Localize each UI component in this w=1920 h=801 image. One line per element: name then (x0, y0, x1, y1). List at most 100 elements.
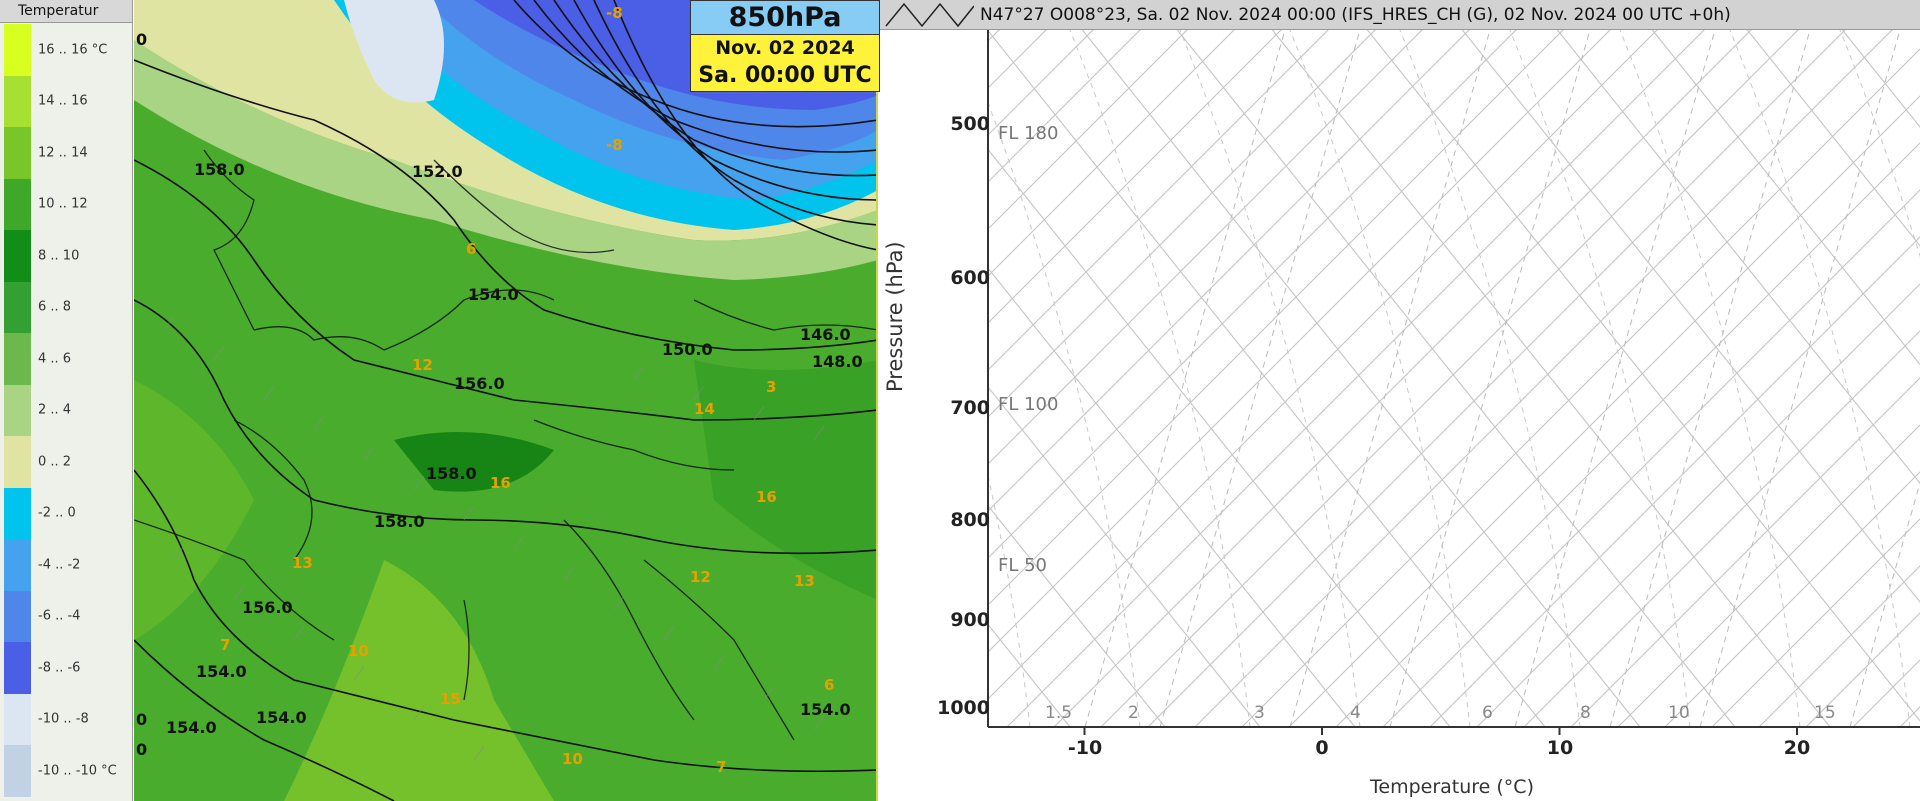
isotherm-line (988, 30, 1611, 653)
sounding-grid (988, 30, 1920, 727)
moist-adiabat-line (1399, 30, 1581, 727)
y-axis-label: Pressure (hPa) (883, 241, 907, 392)
isotherm-line (1382, 189, 1920, 727)
dry-adiabat-line (1366, 30, 1920, 722)
dry-adiabat-line (1176, 30, 1736, 727)
legend-swatch (4, 436, 31, 488)
temperature-label: 10 (562, 750, 583, 768)
isotherm-line (988, 30, 1329, 371)
isotherm-line (1335, 142, 1920, 727)
temperature-label: -8 (606, 136, 623, 154)
mixing-ratio-line (1609, 30, 1811, 727)
isotherm-line (1429, 236, 1920, 727)
legend-item: -10 .. -8 (0, 693, 132, 745)
isohypse-label: 158.0 (194, 160, 245, 179)
legend-label: 8 .. 10 (38, 248, 80, 264)
pressure-tick-label: 500 (950, 113, 990, 135)
temperature-tick-label: 0 (1315, 737, 1329, 759)
isotherm-line (1006, 30, 1705, 727)
legend-swatch (4, 487, 31, 539)
legend-item: -10 .. -10 °C (0, 745, 132, 797)
legend-label: 4 .. 6 (38, 351, 72, 367)
temperature-label: 6 (824, 676, 835, 694)
temperature-legend: Temperatur 16 .. 16 °C 14 .. 16 12 .. 14… (0, 0, 133, 801)
legend-label: -4 .. -2 (38, 557, 81, 573)
legend-label: 0 .. 2 (38, 454, 72, 470)
isotherm-line (1476, 283, 1920, 727)
dry-adiabat-line (1271, 30, 1831, 727)
dry-adiabat-line (1461, 30, 1920, 603)
dry-adiabat-line (1746, 30, 1920, 247)
legend-label: -10 .. -10 °C (38, 763, 117, 779)
legend-item: -6 .. -4 (0, 590, 132, 642)
edge-label: 0 (136, 740, 148, 759)
temperature-tick-label: -10 (1067, 737, 1103, 759)
flight-level-label: FL 180 (998, 123, 1059, 144)
mixing-ratio-label: 10 (1668, 703, 1690, 723)
legend-label: -2 .. 0 (38, 505, 76, 521)
temperature-label: 16 (756, 488, 777, 506)
dry-adiabat-line (1841, 30, 1920, 128)
mixing-ratio-label: 1.5 (1045, 703, 1073, 723)
isotherm-line (988, 30, 1470, 512)
moist-adiabat-line (1619, 30, 1801, 727)
moist-adiabat-line (988, 101, 1141, 727)
dry-adiabat-line (988, 267, 1356, 727)
temperature-map[interactable]: 158.0 152.0 154.0 156.0 150.0 146.0 148.… (134, 0, 878, 801)
legend-label: 2 .. 4 (38, 402, 72, 418)
legend-swatch (4, 745, 31, 797)
mixing-ratio-line (1699, 30, 1901, 727)
temperature-label: 12 (690, 568, 711, 586)
legend-item: -2 .. 0 (0, 487, 132, 539)
mixing-ratio-label: 8 (1580, 703, 1591, 723)
dry-adiabat-line (1556, 30, 1920, 485)
moist-adiabat-line (1069, 30, 1251, 727)
legend-item: 16 .. 16 °C (0, 24, 132, 76)
mixing-ratio-line (1849, 481, 1920, 727)
moist-adiabat-line (1729, 30, 1911, 727)
isotherm-line (1288, 95, 1920, 727)
snow-patch (344, 0, 444, 103)
temperature-label: 6 (466, 240, 477, 258)
sounding-header: N47°27 O008°23, Sa. 02 Nov. 2024 00:00 (… (880, 0, 1920, 30)
moist-adiabat-line (1179, 30, 1361, 727)
x-axis-label: Temperature (°C) (1370, 776, 1534, 798)
isotherm-line (988, 30, 1376, 418)
band-2-4 (134, 40, 876, 280)
legend-swatch (4, 75, 31, 127)
legend-swatch (4, 693, 31, 745)
wind-barbs (163, 315, 825, 761)
isohypse-label: 146.0 (800, 325, 851, 344)
legend-item: 4 .. 6 (0, 333, 132, 385)
isohypse-label: 158.0 (426, 464, 477, 483)
isotherm-line (988, 30, 1141, 183)
sounding-diagram[interactable]: N47°27 O008°23, Sa. 02 Nov. 2024 00:00 (… (880, 0, 1920, 801)
legend-item: 10 .. 12 (0, 178, 132, 230)
isotherm-line (1899, 706, 1920, 727)
isotherm-line (988, 30, 1235, 277)
legend-swatch (4, 230, 31, 282)
legend-swatch (4, 178, 31, 230)
isotherm-line (1664, 471, 1920, 727)
map-time: Sa. 00:00 UTC (698, 63, 872, 88)
temperature-label: 16 (490, 474, 511, 492)
dry-adiabat-line (988, 504, 1166, 727)
temperature-label: 14 (694, 400, 715, 418)
isotherm-line (988, 30, 1188, 230)
dry-adiabat-line (988, 386, 1261, 727)
legend-item: 6 .. 8 (0, 281, 132, 333)
legend-item: 12 .. 14 (0, 127, 132, 179)
edge-label: 0 (136, 30, 148, 49)
temperature-label: 7 (220, 636, 231, 654)
isohypse-label: 154.0 (468, 285, 519, 304)
legend-item: -8 .. -6 (0, 642, 132, 694)
sounding-profiles (987, 30, 1920, 735)
map-pressure-level: 850hPa (691, 1, 879, 35)
pressure-tick-label: 1000 (937, 697, 990, 719)
legend-label: 12 .. 14 (38, 145, 88, 161)
legend-item: 0 .. 2 (0, 436, 132, 488)
isotherm-line (988, 30, 1658, 700)
legend-label: -10 .. -8 (38, 711, 89, 727)
isohypse-label: 152.0 (412, 162, 463, 181)
legend-swatch (4, 127, 31, 179)
